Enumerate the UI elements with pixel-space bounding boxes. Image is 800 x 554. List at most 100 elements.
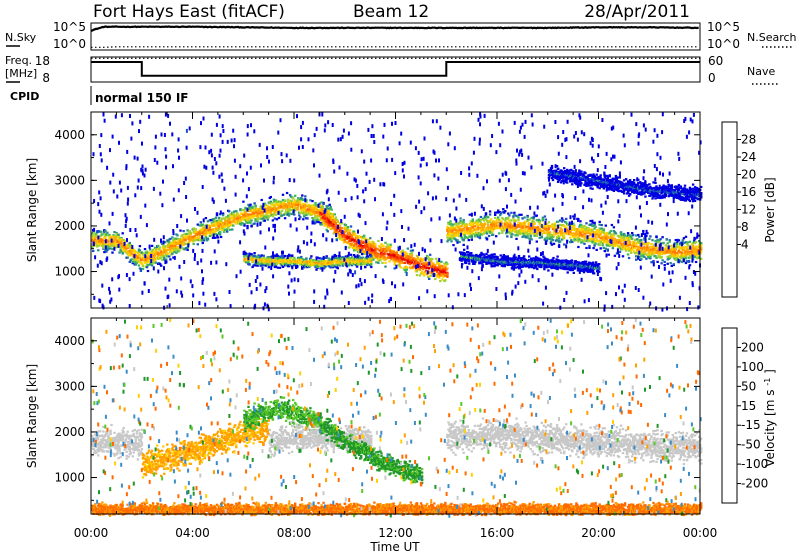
range-gate-cell bbox=[199, 228, 202, 231]
range-gate-cell bbox=[594, 225, 597, 228]
range-gate-cell bbox=[234, 216, 237, 219]
range-gate-cell bbox=[380, 243, 383, 246]
range-gate-cell bbox=[660, 255, 663, 258]
range-gate-cell bbox=[388, 246, 391, 249]
range-gate-cell bbox=[344, 240, 348, 244]
range-gate-cell bbox=[498, 232, 501, 235]
range-gate-cell bbox=[663, 260, 666, 263]
range-gate-cell bbox=[114, 237, 117, 240]
range-gate-cell bbox=[145, 266, 149, 269]
range-gate-cell bbox=[446, 263, 449, 266]
range-gate-cell bbox=[95, 232, 98, 235]
range-gate-cell bbox=[379, 259, 382, 262]
range-gate-cell bbox=[380, 249, 383, 253]
range-gate-cell bbox=[384, 261, 387, 264]
range-gate-cell bbox=[99, 240, 102, 243]
range-gate-cell bbox=[169, 248, 172, 251]
range-gate-cell bbox=[262, 214, 265, 217]
range-gate-cell bbox=[294, 258, 297, 261]
range-gate-cell bbox=[157, 255, 160, 258]
range-gate-cell bbox=[189, 231, 192, 234]
range-gate-cell bbox=[410, 251, 414, 254]
range-gate-cell bbox=[535, 240, 538, 243]
range-gate-cell bbox=[260, 208, 263, 212]
range-gate-cell bbox=[360, 244, 363, 247]
range-gate-cell bbox=[121, 252, 124, 255]
range-gate-cell bbox=[181, 234, 184, 237]
range-gate-cell bbox=[661, 236, 664, 239]
range-gate-cell bbox=[215, 212, 219, 215]
range-gate-cell bbox=[202, 233, 206, 236]
range-gate-cell bbox=[393, 260, 396, 263]
range-gate-cell bbox=[363, 234, 366, 237]
range-gate-cell bbox=[327, 207, 330, 210]
range-gate-cell bbox=[607, 253, 610, 256]
range-gate-cell bbox=[284, 210, 288, 213]
range-gate-cell bbox=[91, 242, 94, 246]
range-gate-cell bbox=[150, 264, 154, 267]
range-gate-cell bbox=[484, 212, 488, 215]
range-gate-cell bbox=[472, 233, 475, 236]
range-gate-cell bbox=[275, 262, 279, 265]
range-gate-cell bbox=[254, 204, 257, 207]
range-gate-cell bbox=[526, 220, 529, 223]
range-gate-cell bbox=[314, 221, 317, 224]
range-gate-cell bbox=[299, 200, 302, 203]
range-gate-cell bbox=[370, 265, 373, 269]
range-gate-cell bbox=[326, 222, 329, 226]
range-gate-cell bbox=[117, 240, 120, 243]
range-gate-cell bbox=[101, 238, 104, 242]
range-gate-cell bbox=[322, 202, 325, 205]
noise-search-line bbox=[91, 46, 698, 48]
range-gate-cell bbox=[630, 251, 633, 254]
range-gate-cell bbox=[146, 264, 150, 267]
range-gate-cell bbox=[262, 258, 265, 261]
range-gate-cell bbox=[316, 208, 319, 211]
range-gate-cell bbox=[377, 261, 380, 264]
range-gate-cell bbox=[313, 203, 316, 207]
range-gate-cell bbox=[230, 217, 233, 220]
range-gate-cell bbox=[659, 238, 662, 241]
range-gate-cell bbox=[226, 216, 229, 219]
range-gate-cell bbox=[329, 205, 332, 209]
beam-title: Beam 12 bbox=[353, 2, 429, 22]
range-gate-cell bbox=[294, 194, 297, 197]
range-gate-cell bbox=[427, 255, 430, 259]
range-gate-cell bbox=[230, 214, 233, 217]
range-gate-cell bbox=[357, 251, 361, 254]
range-gate-cell bbox=[517, 218, 520, 221]
range-gate-cell bbox=[551, 239, 555, 242]
range-gate-cell bbox=[627, 249, 631, 252]
range-gate-cell bbox=[129, 244, 132, 247]
range-gate-cell bbox=[409, 256, 413, 259]
range-gate-cell bbox=[132, 248, 135, 251]
range-gate-cell bbox=[449, 220, 452, 223]
range-gate-cell bbox=[371, 251, 374, 255]
range-gate-cell bbox=[377, 239, 380, 243]
range-gate-cell bbox=[310, 255, 313, 258]
range-gate-cell bbox=[579, 220, 582, 223]
range-gate-cell bbox=[524, 228, 527, 231]
range-gate-cell bbox=[202, 239, 206, 242]
cpid-mode-text: normal 150 IF bbox=[95, 91, 189, 105]
range-gate-cell bbox=[112, 238, 115, 241]
range-gate-cell bbox=[107, 240, 110, 243]
range-gate-cell bbox=[249, 213, 252, 216]
range-gate-cell bbox=[297, 208, 300, 211]
range-gate-cell bbox=[340, 222, 344, 225]
range-gate-cell bbox=[169, 258, 172, 261]
noise-right-label: N.Search bbox=[747, 31, 797, 44]
range-gate-cell bbox=[253, 211, 256, 215]
range-gate-cell bbox=[145, 250, 149, 253]
range-gate-cell bbox=[227, 218, 230, 221]
range-gate-cell bbox=[344, 226, 348, 229]
range-gate-cell bbox=[195, 238, 198, 242]
range-gate-cell bbox=[91, 246, 94, 249]
range-gate-cell bbox=[210, 224, 214, 228]
range-gate-cell bbox=[232, 224, 235, 227]
range-gate-cell bbox=[369, 250, 372, 253]
range-gate-cell bbox=[115, 232, 118, 236]
range-gate-cell bbox=[208, 234, 212, 237]
range-gate-cell bbox=[312, 211, 315, 214]
range-gate-cell bbox=[563, 235, 566, 238]
